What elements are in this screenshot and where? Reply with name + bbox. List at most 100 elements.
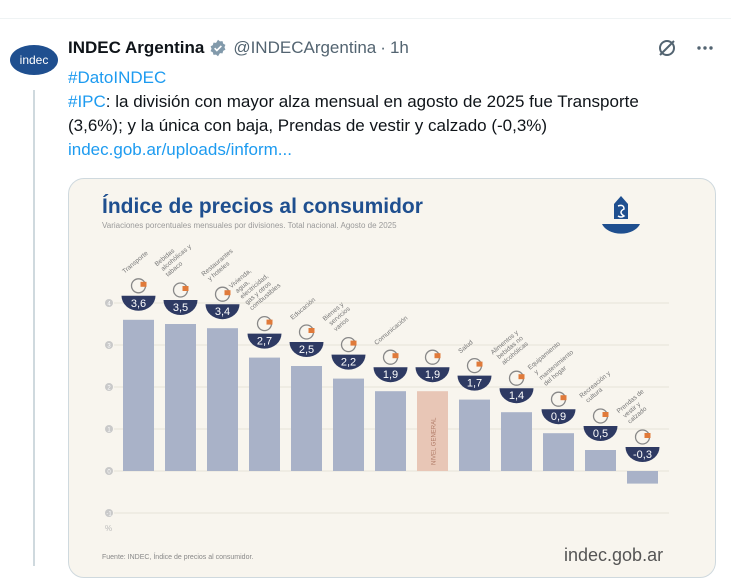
value-label: 3,4 (215, 306, 230, 318)
value-label: 1,9 (383, 369, 398, 381)
category-label-line: Educación (289, 296, 317, 321)
tweet-link[interactable]: indec.gob.ar/uploads/inform... (68, 140, 292, 159)
value-bowl-icon (415, 367, 450, 383)
hashtag-ipc[interactable]: #IPC (68, 92, 106, 111)
tweet-body-1: : la división con mayor alza mensual en … (105, 92, 639, 111)
bar (627, 471, 658, 484)
logo-tag-icon (602, 196, 640, 234)
value-bowl-icon (163, 300, 198, 315)
verified-badge-icon (210, 39, 226, 57)
bar (585, 450, 616, 471)
value-label: 0,9 (551, 411, 566, 423)
category-label-line: Comunicación (373, 315, 409, 347)
tweet-text: #DatoINDEC #IPC: la división con mayor a… (68, 66, 718, 162)
value-bowl-icon (583, 426, 618, 441)
category-icon-accent (644, 433, 651, 438)
ytick-label: 3 (107, 344, 111, 350)
separator: · (380, 38, 386, 57)
category-label-line: Salud (457, 339, 475, 355)
more-icon[interactable] (695, 38, 715, 58)
category-label: NIVEL GENERAL (432, 417, 438, 465)
category-label: Bienes y servicios varios (322, 299, 357, 334)
tweet-header: INDEC Argentina @INDECArgentina · 1h (68, 38, 409, 58)
category-icon-accent (182, 286, 189, 291)
timestamp[interactable]: 1h (389, 38, 409, 57)
value-label: 1,9 (425, 369, 440, 381)
value-bowl-icon (373, 367, 408, 383)
bar (543, 433, 574, 471)
bar (291, 366, 322, 471)
value-label: 0,5 (593, 428, 608, 440)
value-label: 3,5 (173, 302, 188, 314)
value-label: 2,5 (299, 344, 314, 356)
value-bowl-icon (121, 295, 156, 311)
ytick-dot (105, 467, 113, 475)
ytick-dot (105, 509, 113, 517)
value-bowl-icon (247, 333, 282, 349)
category-icon-accent (308, 328, 315, 333)
category-icon-accent (350, 340, 357, 346)
category-label: Transporte (121, 250, 150, 276)
bar (375, 391, 406, 471)
bar (207, 328, 238, 471)
category-label: Prendas de vestir y calzado (616, 388, 656, 426)
chart-subtitle: Variaciones porcentuales mensuales por d… (102, 221, 397, 230)
ytick-dot (105, 425, 113, 433)
category-icon-accent (140, 281, 147, 287)
value-bowl-icon (289, 342, 324, 357)
category-label: Restaurantes y hoteles (200, 247, 240, 283)
chart-title: Índice de precios al consumidor (102, 195, 423, 218)
ytick-label: 1 (107, 428, 111, 434)
value-bowl-icon (331, 354, 366, 370)
avatar[interactable]: indec (10, 45, 58, 75)
tweet-body-2: (3,6%); y la única con baja, Prendas de … (68, 116, 548, 135)
chart-image[interactable]: Índice de precios al consumidor Variacio… (68, 178, 716, 578)
category-icon-accent (602, 412, 609, 417)
value-label: 2,7 (257, 336, 272, 348)
chart-source: Fuente: INDEC, Índice de precios al cons… (102, 552, 253, 561)
value-bowl-icon (625, 447, 660, 462)
bar (501, 412, 532, 471)
category-icon-accent (266, 319, 273, 325)
bar (123, 319, 154, 471)
divider (0, 18, 731, 19)
category-icon-accent (434, 353, 441, 359)
category-label: Educación (289, 296, 317, 321)
category-icon-accent (518, 374, 525, 380)
value-bowl-icon (457, 375, 492, 391)
hashtag-datoindec[interactable]: #DatoINDEC (68, 68, 167, 87)
value-label: -0,3 (633, 449, 652, 461)
ytick-label: 4 (107, 302, 111, 308)
avatar-text: indec (19, 53, 49, 67)
value-label: 2,2 (341, 357, 356, 369)
category-label-line: y (532, 368, 541, 377)
bar (333, 378, 364, 471)
ipc-chart: Índice de precios al consumidor Variacio… (102, 195, 669, 565)
ytick-dot (105, 341, 113, 349)
value-bowl-icon (541, 409, 576, 425)
ytick-dot (105, 299, 113, 307)
category-icon-accent (476, 361, 483, 367)
category-label: Recreación y cultura (578, 370, 617, 406)
category-label: Comunicación (373, 315, 409, 347)
bar (417, 391, 448, 471)
category-icon-accent (224, 290, 231, 296)
ytick-dot (105, 383, 113, 391)
value-label: 1,7 (467, 378, 482, 390)
yunit-label: % (105, 524, 112, 533)
ytick-label: -1 (106, 512, 112, 518)
bar (459, 399, 490, 471)
ytick-label: 0 (107, 470, 111, 476)
grok-icon[interactable] (657, 38, 677, 58)
bar (165, 324, 196, 471)
category-label: Alimentos y bebidas no alcohólicas (490, 329, 531, 368)
category-label: Salud (457, 339, 475, 355)
ytick-label: 2 (107, 386, 111, 392)
bar (249, 357, 280, 471)
value-label: 3,6 (131, 298, 146, 310)
value-bowl-icon (205, 304, 240, 320)
author-handle[interactable]: @INDECArgentina (233, 38, 377, 57)
author-name[interactable]: INDEC Argentina (68, 38, 205, 57)
value-label: 1,4 (509, 390, 524, 402)
thread-line (33, 90, 35, 566)
